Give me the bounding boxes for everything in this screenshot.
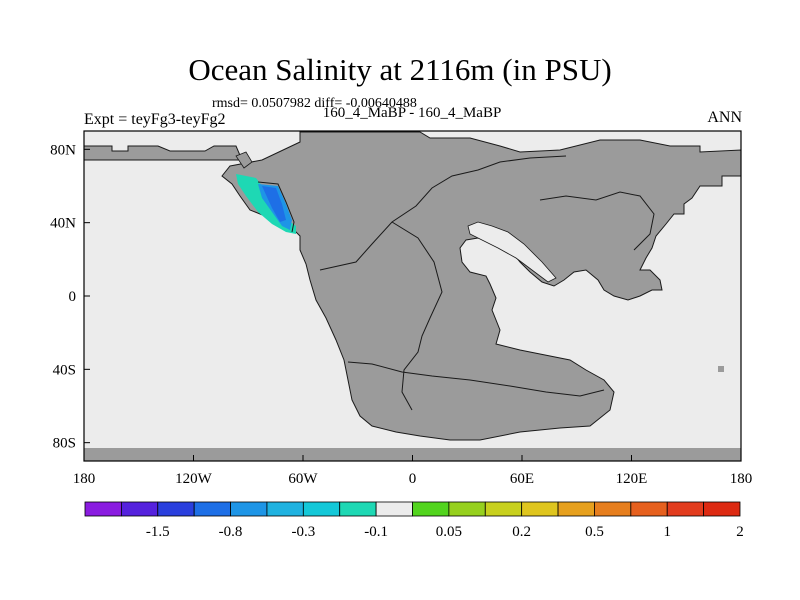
colorbar-label: -1.5 [146, 524, 170, 540]
coastline-interior-3 [347, 361, 605, 397]
map-features [83, 131, 742, 461]
coastline-interior-2 [391, 221, 443, 411]
colorbar-swatch [120, 501, 159, 517]
land-island-south-pacific [718, 366, 724, 372]
colorbar-swatch [302, 501, 341, 517]
colorbar-swatch [594, 501, 632, 517]
y-tick-label: 0 [69, 289, 77, 305]
y-tick-label: 40N [50, 216, 76, 232]
y-tick-label: 80S [53, 436, 76, 452]
colorbar-swatch [230, 501, 268, 517]
axes: 180 120W 60W 0 60E 120E 180 80N 40N 0 40S 80S [50, 142, 752, 487]
colorbar-label: 0.05 [436, 524, 462, 540]
colorbar-label: 2 [736, 524, 744, 540]
stats-line: rmsd= 0.0507982 diff= -0.00640488 [212, 96, 417, 111]
colorbar-swatch [557, 501, 595, 517]
colorbar-swatch [266, 501, 304, 517]
colorbar-swatch [521, 501, 559, 517]
coastline-interior-4 [539, 191, 655, 251]
colorbar: -1.5 -0.8 -0.3 -0.1 0.05 0.2 0.5 1 2 [84, 501, 744, 540]
inland-sea [467, 221, 557, 283]
colorbar-swatch [703, 501, 741, 517]
x-tick-label: 180 [73, 471, 96, 487]
colorbar-swatch [157, 501, 195, 517]
y-tick-label: 80N [50, 142, 76, 158]
colorbar-swatch [630, 501, 668, 517]
experiment-label: Expt = teyFg3-teyFg2 [84, 111, 226, 128]
chart-title: Ocean Salinity at 2116m (in PSU) [188, 52, 612, 87]
x-tick-label: 120E [616, 471, 648, 487]
season-label: ANN [707, 109, 742, 126]
x-tick-label: 60E [510, 471, 534, 487]
colorbar-label: 0.5 [585, 524, 604, 540]
colorbar-swatch [412, 501, 450, 517]
x-tick-label: 180 [730, 471, 753, 487]
land-arctic-west [83, 145, 243, 161]
x-tick-label: 60W [288, 471, 318, 487]
land-antarctic-strip [84, 448, 741, 461]
land-island-northwest [235, 151, 253, 169]
colorbar-label: -0.8 [219, 524, 243, 540]
y-tick-label: 40S [53, 362, 76, 378]
colorbar-label: 0.2 [512, 524, 531, 540]
x-tick-label: 120W [175, 471, 213, 487]
case-label: 160_4_MaBP - 160_4_MaBP [322, 105, 502, 121]
anomaly-strong [262, 186, 286, 222]
colorbar-swatch [339, 501, 377, 517]
colorbar-label: -0.3 [291, 524, 315, 540]
x-tick-label: 0 [409, 471, 417, 487]
anomaly-outline [257, 181, 295, 233]
colorbar-swatch [666, 501, 705, 517]
colorbar-swatch [193, 501, 231, 517]
colorbar-swatch [448, 501, 486, 517]
coastline-interior-1 [319, 155, 567, 271]
colorbar-label: -0.1 [364, 524, 388, 540]
colorbar-swatch [484, 501, 523, 517]
colorbar-swatch [375, 501, 413, 517]
colorbar-swatch [84, 501, 122, 517]
colorbar-label: 1 [663, 524, 671, 540]
